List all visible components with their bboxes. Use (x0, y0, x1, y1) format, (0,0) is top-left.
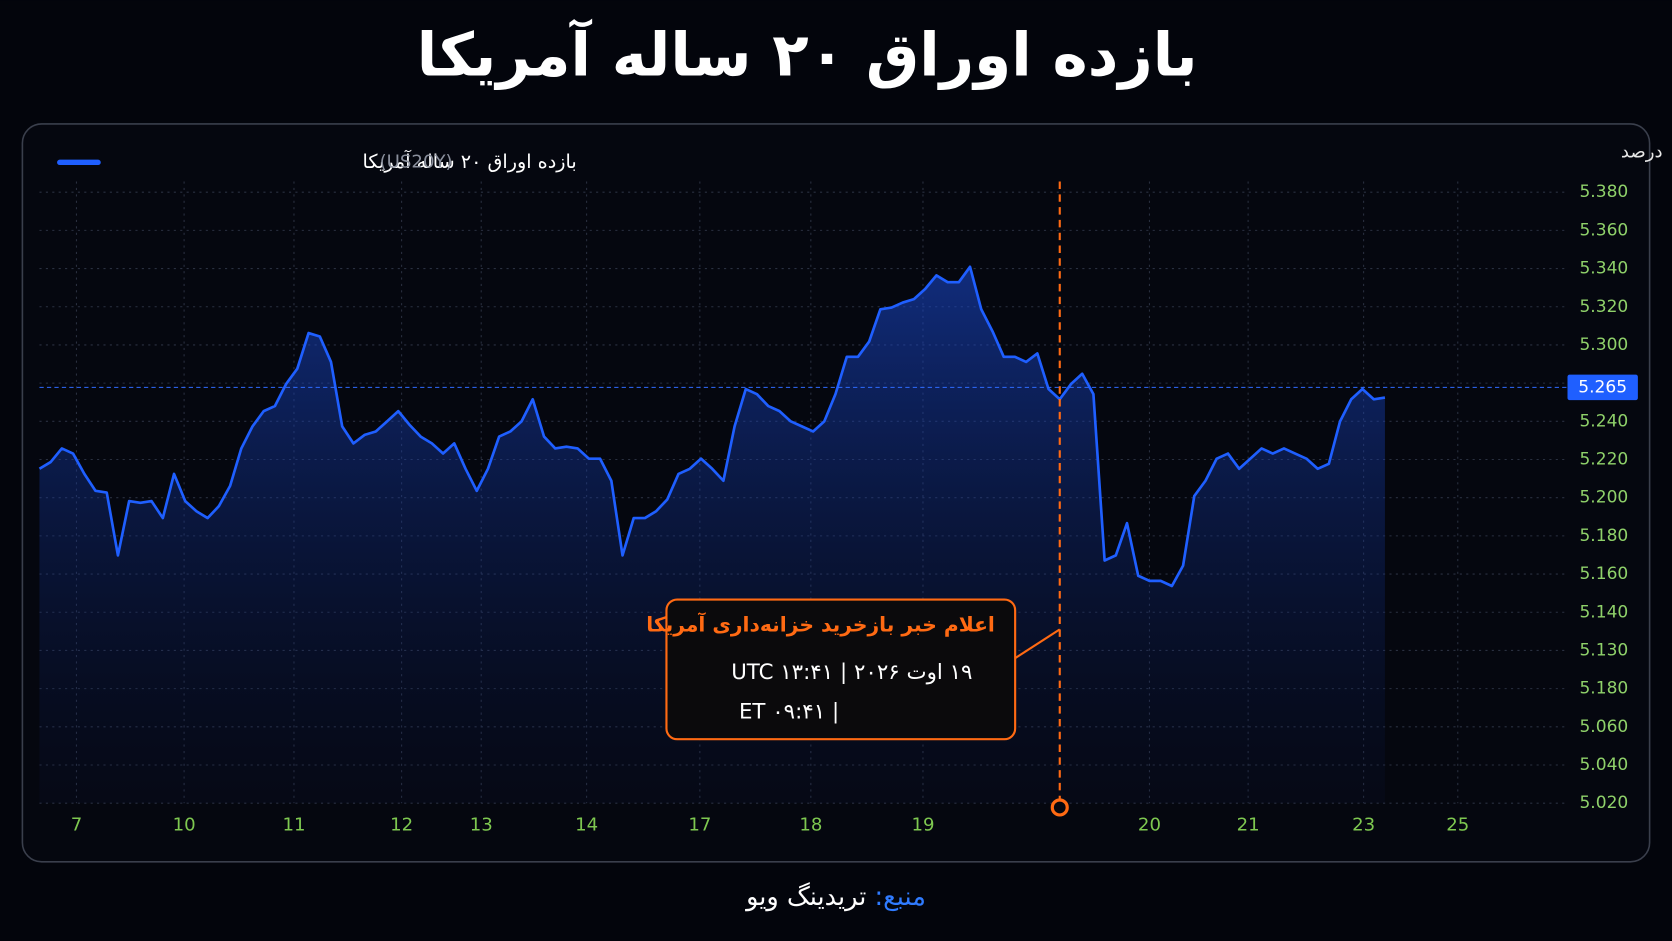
x-tick-label: 21 (1237, 815, 1260, 836)
y-tick-label: 5.300 (1579, 335, 1628, 355)
source-label: منبع: (875, 882, 926, 912)
x-tick-label: 14 (575, 815, 598, 836)
y-tick-label: 5.060 (1579, 717, 1628, 737)
y-tick-label: 5.160 (1579, 564, 1628, 584)
source-text: تریدینگ ویو (744, 881, 866, 912)
y-tick-label: 5.130 (1579, 640, 1628, 660)
x-tick-label: 23 (1352, 815, 1375, 836)
last-value-box (1567, 374, 1638, 401)
x-tick-label: 25 (1446, 815, 1469, 836)
event-date: ۱۹ اوت ۲۰۲۶ | ۱۳:۴۱ UTC (731, 660, 972, 685)
event-pointer (1014, 628, 1061, 660)
x-tick-label: 11 (282, 815, 305, 836)
y-axis-unit: درصد (1621, 142, 1663, 163)
y-tick-label: 5.340 (1579, 259, 1628, 279)
x-tick-label: 12 (390, 815, 413, 836)
y-tick-label: 5.320 (1579, 297, 1628, 317)
x-tick-label: 13 (470, 815, 493, 836)
x-tick-label: 10 (173, 815, 196, 836)
last-value-label: 5.265 (1578, 377, 1627, 397)
event-time: | ۰۹:۴۱ ET (739, 700, 839, 725)
annotation: اعلام خبر بازخرید خزانه‌داری آمریکا ۱۹ او… (646, 181, 1069, 817)
area (39, 266, 1385, 804)
legend-label: بازده اوراق ۲۰ ساله آمریکا (363, 149, 577, 173)
y-tick-label: 5.380 (1579, 182, 1628, 202)
y-tick-label: 5.020 (1579, 793, 1628, 813)
legend-ticker: (US20Y) (380, 151, 453, 172)
source: منبع: تریدینگ ویو (744, 881, 926, 912)
line (38, 265, 1386, 588)
x-tick-label: 7 (71, 815, 83, 836)
y-tick-label: 5.200 (1579, 488, 1628, 508)
event-title: اعلام خبر بازخرید خزانه‌داری آمریکا (646, 612, 995, 637)
x-tick-label: 19 (911, 815, 934, 836)
y-tick-label: 5.180 (1579, 526, 1628, 546)
y-tick-label: 5.140 (1579, 602, 1628, 622)
y-tick-label: 5.240 (1579, 411, 1628, 431)
plot: 5.265 (38, 265, 1638, 804)
x-tick-label: 18 (799, 815, 822, 836)
y-tick-label: 5.220 (1579, 450, 1628, 470)
x-tick-label: 20 (1138, 815, 1161, 836)
event-box (665, 598, 1017, 741)
event-marker (1050, 798, 1069, 817)
y-tick-label: 5.180 (1579, 679, 1628, 699)
y-tick-label: 5.360 (1579, 220, 1628, 240)
y-tick-label: 5.040 (1579, 755, 1628, 775)
x-tick-label: 17 (688, 815, 711, 836)
chart-title: بازده اوراق ۲۰ ساله آمریکا (417, 18, 1198, 90)
